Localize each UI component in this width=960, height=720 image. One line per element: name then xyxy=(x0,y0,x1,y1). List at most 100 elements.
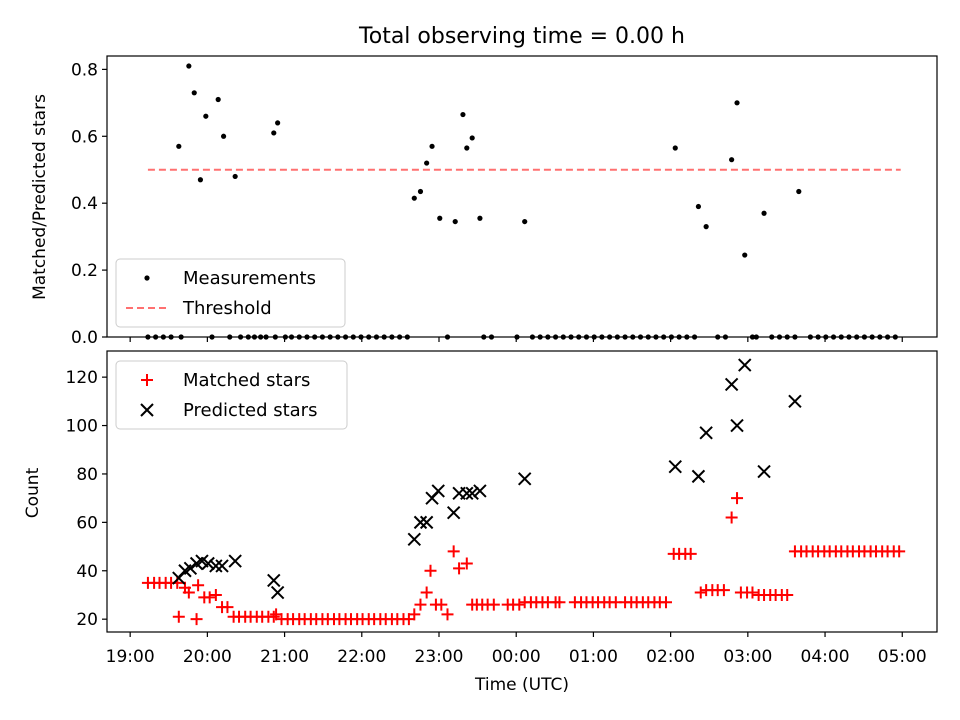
bottom-axes-frame xyxy=(106,350,938,633)
bottom-x-axis-ticks: 19:00 20:00 21:00 22:00 23:00 00:00 01:00 02:00… xyxy=(106,632,927,667)
matched-stars-point xyxy=(513,598,526,611)
measurement-point xyxy=(191,90,197,96)
matched-stars-point xyxy=(447,545,460,558)
x-tick-label: 19:00 xyxy=(106,647,155,667)
legend-label-measurements: Measurements xyxy=(183,268,316,289)
ratio-panel: Total observing time = 0.00 h Matched/Pr… xyxy=(30,24,938,348)
bottom-y-axis-label: Count xyxy=(23,467,43,518)
x-tick-label: 03:00 xyxy=(723,647,772,667)
predicted-stars-point xyxy=(473,484,487,498)
matched-stars-point xyxy=(694,586,707,599)
legend-label-threshold: Threshold xyxy=(182,298,272,319)
legend-label-predicted: Predicted stars xyxy=(183,400,317,421)
measurement-point xyxy=(271,130,277,136)
predicted-stars-point xyxy=(517,472,532,486)
matched-stars-point xyxy=(893,545,906,558)
predicted-stars-point xyxy=(738,358,752,372)
matched-stars-point xyxy=(190,613,203,626)
matched-stars-point xyxy=(203,591,216,604)
measurement-point xyxy=(469,135,475,141)
measurement-point xyxy=(437,215,443,221)
predicted-stars-point xyxy=(228,554,242,568)
matched-stars-point xyxy=(460,557,473,570)
matched-stars-point xyxy=(441,608,454,621)
measurement-point xyxy=(232,173,238,180)
bottom-y-tick-label: 40 xyxy=(76,562,98,582)
predicted-stars-point xyxy=(201,556,215,571)
matched-stars-point xyxy=(414,598,427,611)
predicted-stars-point xyxy=(431,484,445,498)
predicted-stars-point xyxy=(699,426,713,440)
matched-stars-point xyxy=(408,608,421,621)
legend-marker-measurements xyxy=(144,275,150,281)
predicted-stars-point xyxy=(407,532,422,547)
measurement-point xyxy=(703,224,709,230)
legend-label-matched: Matched stars xyxy=(183,370,310,391)
predicted-stars-point xyxy=(270,585,285,600)
measurement-point xyxy=(215,96,221,103)
top-y-tick-label: 0.6 xyxy=(71,127,98,147)
matched-stars-point xyxy=(659,596,672,609)
predicted-stars-point xyxy=(668,459,682,474)
measurement-point xyxy=(197,177,204,183)
matched-stars-point xyxy=(553,596,566,609)
chart-title: Total observing time = 0.00 h xyxy=(358,24,685,49)
measurement-point xyxy=(275,120,281,126)
predicted-stars-point xyxy=(209,559,223,573)
measurement-point xyxy=(220,133,227,139)
measurement-point xyxy=(411,195,417,201)
measurement-point xyxy=(464,145,470,151)
bottom-plot-marks xyxy=(141,358,906,626)
matched-stars-point xyxy=(453,562,466,575)
x-tick-label: 21:00 xyxy=(260,647,309,667)
bottom-y-tick-label: 120 xyxy=(66,368,98,388)
bottom-y-axis-ticks: 20 40 60 80 100 120 xyxy=(66,368,107,630)
legend-marker-matched xyxy=(141,374,153,386)
predicted-stars-point xyxy=(724,377,739,392)
predicted-stars-point xyxy=(267,573,281,588)
x-tick-label: 20:00 xyxy=(183,647,232,667)
predicted-stars-point xyxy=(730,418,744,433)
measurement-point xyxy=(729,157,735,163)
matched-stars-point xyxy=(781,588,794,601)
measurement-point xyxy=(734,100,740,106)
x-tick-label: 00:00 xyxy=(492,647,541,667)
predicted-stars-point xyxy=(215,559,229,573)
predicted-stars-point xyxy=(757,464,771,479)
count-panel: Count Time (UTC) 20 40 60 80 100 120 19:00 20:… xyxy=(23,350,938,695)
measurement-point xyxy=(186,63,192,69)
bottom-legend-box xyxy=(115,360,348,430)
predicted-stars-point xyxy=(788,394,802,409)
measurement-point xyxy=(522,218,528,225)
top-legend-box xyxy=(115,258,346,328)
matched-stars-point xyxy=(684,547,697,560)
measurement-point xyxy=(417,188,424,195)
bottom-y-tick-label: 80 xyxy=(76,465,98,485)
measurement-point xyxy=(695,203,702,210)
predicted-stars-point xyxy=(691,469,706,484)
x-tick-label: 23:00 xyxy=(415,647,464,667)
measurement-point xyxy=(424,160,430,166)
top-y-tick-label: 0.2 xyxy=(71,261,98,281)
matched-stars-point xyxy=(209,588,222,601)
matched-stars-point xyxy=(424,564,437,577)
x-tick-label: 22:00 xyxy=(337,647,386,667)
matched-stars-point xyxy=(717,584,730,597)
matched-stars-point xyxy=(221,601,234,614)
x-tick-label: 02:00 xyxy=(646,647,695,667)
matched-stars-point xyxy=(746,586,759,599)
top-y-tick-label: 0.8 xyxy=(71,60,98,80)
predicted-stars-point xyxy=(413,515,428,530)
top-axes-frame xyxy=(106,55,938,338)
bottom-y-tick-label: 100 xyxy=(66,417,98,437)
bottom-y-tick-label: 20 xyxy=(76,610,98,630)
measurement-point xyxy=(429,143,435,149)
top-y-axis-label: Matched/Predicted stars xyxy=(30,94,50,300)
matched-stars-point xyxy=(172,610,185,623)
predicted-stars-point xyxy=(460,486,474,501)
measurement-point xyxy=(477,215,483,221)
matched-stars-point xyxy=(192,579,205,592)
bottom-y-tick-label: 60 xyxy=(76,513,98,533)
